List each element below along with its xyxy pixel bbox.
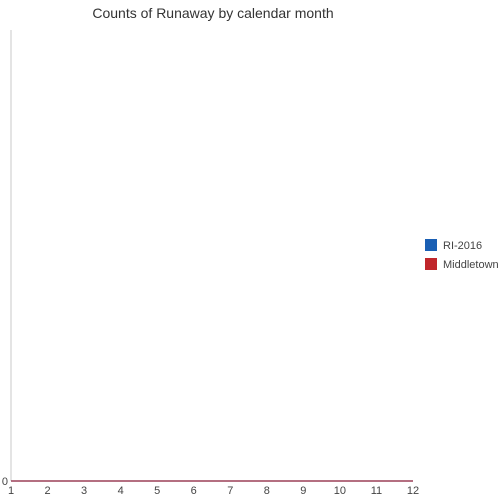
legend-label: Middletown xyxy=(443,259,499,271)
x-tick-label: 9 xyxy=(300,485,306,497)
x-tick-label: 8 xyxy=(264,485,270,497)
legend-swatch xyxy=(425,239,437,251)
y-tick-label: 0 xyxy=(2,476,8,488)
x-tick-label: 10 xyxy=(334,485,346,497)
x-tick-label: 5 xyxy=(154,485,160,497)
x-tick-label: 2 xyxy=(44,485,50,497)
x-tick-label: 1 xyxy=(8,485,14,497)
legend-label: RI-2016 xyxy=(443,240,482,252)
x-tick-label: 6 xyxy=(191,485,197,497)
x-tick-label: 12 xyxy=(407,485,419,497)
tick-labels: 01 2 3 4 5 6 7 8 9 10 11 12 xyxy=(2,476,419,497)
x-tick-label: 4 xyxy=(118,485,124,497)
x-tick-label: 3 xyxy=(81,485,87,497)
x-tick-label: 11 xyxy=(371,485,382,497)
x-tick-label: 7 xyxy=(227,485,233,497)
legend: RI-2016 Middletown xyxy=(425,239,499,271)
chart-title: Counts of Runaway by calendar month xyxy=(92,5,333,21)
legend-swatch xyxy=(425,258,437,270)
